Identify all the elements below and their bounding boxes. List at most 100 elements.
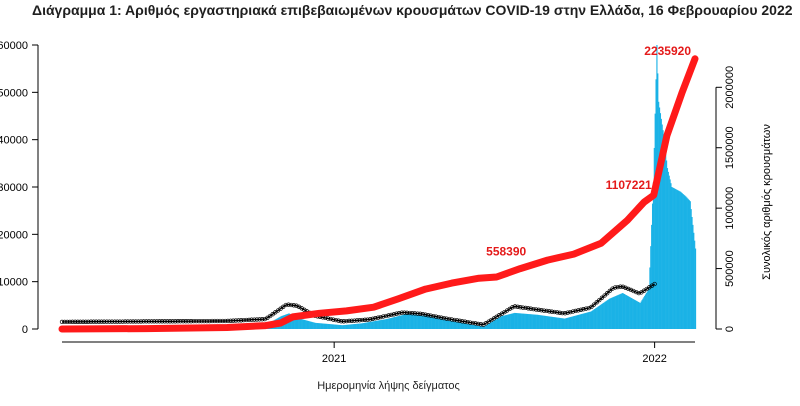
moving-average-point (152, 319, 157, 324)
daily-bar (428, 316, 430, 329)
moving-average-point (475, 321, 481, 327)
moving-average-point (460, 319, 465, 324)
daily-bar (645, 293, 647, 329)
daily-bar (677, 190, 679, 329)
daily-bar (529, 314, 531, 329)
moving-average-point (249, 317, 254, 322)
daily-bar (589, 311, 591, 329)
daily-bar (351, 324, 353, 329)
daily-bar (646, 291, 648, 329)
daily-bar (312, 322, 314, 329)
daily-bar (363, 323, 365, 329)
daily-bar (637, 301, 640, 329)
daily-bar (464, 323, 467, 329)
daily-bar (597, 306, 599, 329)
daily-bar (441, 318, 443, 329)
moving-average-point (204, 318, 210, 324)
moving-average-point (294, 303, 299, 308)
daily-bar (666, 168, 669, 329)
daily-bar (373, 321, 375, 329)
daily-bar (335, 324, 337, 329)
daily-bar (403, 314, 405, 329)
daily-bar (361, 323, 363, 329)
moving-average-point (199, 318, 204, 324)
daily-bar (623, 294, 626, 329)
daily-bar (562, 318, 564, 329)
daily-bar (592, 310, 594, 329)
daily-bar (639, 302, 641, 329)
daily-bar (426, 315, 428, 329)
moving-average-point (407, 310, 412, 316)
moving-average-point (547, 309, 552, 314)
daily-bar (625, 295, 627, 329)
daily-bar (568, 317, 570, 329)
daily-bar (649, 267, 651, 329)
daily-bar (473, 324, 475, 329)
daily-bar (657, 73, 659, 330)
moving-average-point (531, 306, 536, 312)
daily-bar (423, 315, 425, 329)
daily-bar (633, 299, 635, 329)
daily-bar (555, 317, 557, 329)
daily-bar (536, 314, 538, 329)
moving-average-point (378, 314, 383, 320)
daily-bar (517, 313, 519, 329)
daily-bar (693, 232, 695, 329)
daily-bar (481, 326, 483, 329)
daily-bar (397, 316, 399, 329)
moving-average-point (167, 319, 173, 324)
daily-bar (508, 314, 511, 329)
daily-bar (542, 315, 544, 329)
daily-bar (459, 322, 461, 329)
moving-average-point (181, 319, 186, 324)
daily-bar (583, 313, 585, 329)
moving-average-point (144, 319, 149, 324)
daily-bar (684, 195, 686, 329)
daily-bar (413, 314, 415, 329)
daily-bar (428, 316, 431, 329)
daily-bar (333, 324, 335, 329)
moving-average-point (331, 317, 336, 322)
left-tick-label: 10000 (0, 277, 28, 289)
daily-bar (643, 297, 645, 329)
moving-average-point (562, 311, 568, 316)
daily-bar (455, 321, 457, 329)
daily-bar (604, 301, 606, 329)
daily-bar (521, 313, 523, 329)
daily-bar (302, 319, 304, 329)
daily-bar (681, 193, 683, 329)
daily-bar (342, 325, 345, 329)
daily-bar (400, 315, 402, 329)
daily-bar (305, 320, 307, 329)
moving-average-series (59, 281, 657, 327)
daily-bar (382, 319, 384, 329)
daily-bar (345, 324, 347, 329)
daily-bar (336, 324, 338, 329)
daily-bar (417, 314, 419, 329)
moving-average-point (597, 297, 602, 303)
daily-bar (496, 318, 498, 329)
daily-bar (665, 152, 667, 329)
daily-bar (691, 216, 693, 329)
daily-bar (374, 321, 376, 329)
moving-average-point (578, 307, 584, 312)
daily-bar (631, 298, 633, 329)
daily-bar (450, 320, 453, 329)
moving-average-point (357, 318, 362, 323)
daily-bar (416, 314, 418, 329)
daily-bar (535, 314, 537, 329)
moving-average-point (339, 319, 344, 324)
daily-bar (627, 296, 629, 329)
daily-bar (297, 318, 299, 329)
left-tick-label: 0 (22, 324, 28, 336)
moving-average-point (399, 310, 404, 315)
moving-average-point (441, 315, 447, 321)
daily-bar (572, 316, 574, 329)
daily-bar (422, 315, 424, 329)
daily-bar (334, 324, 336, 329)
daily-bar (457, 322, 460, 329)
daily-bar (679, 191, 681, 329)
annotation-label: 1107221 (606, 178, 652, 192)
daily-bar (474, 325, 476, 329)
daily-bar (593, 309, 595, 329)
